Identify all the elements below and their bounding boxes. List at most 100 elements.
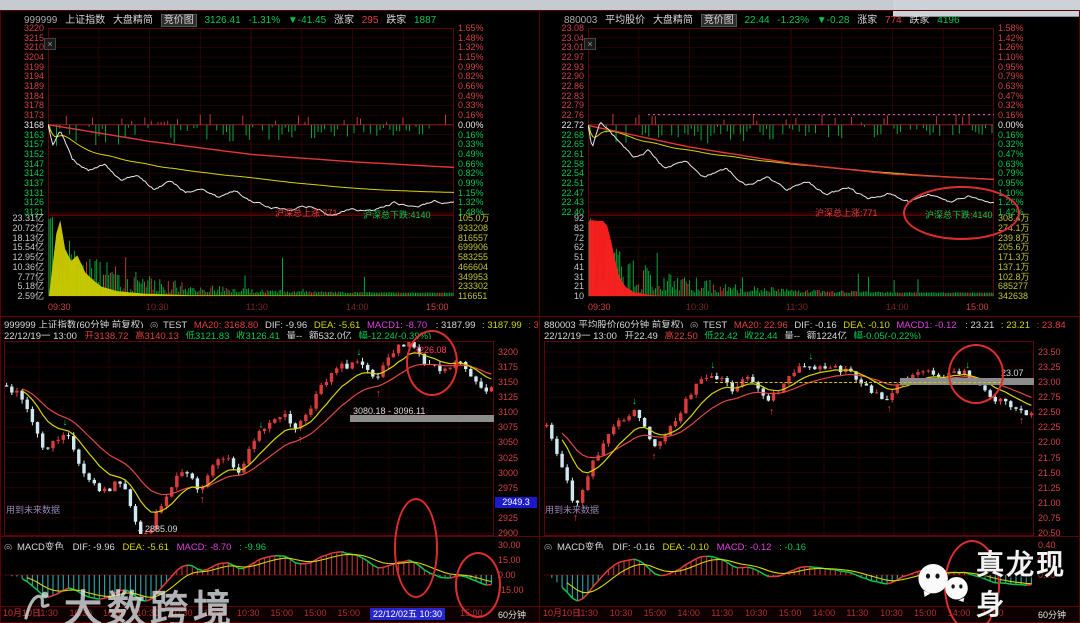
axis-tick: 23.25 — [1038, 362, 1061, 373]
low-value: 低3121.83 — [185, 331, 230, 339]
intraday-header: 880003 平均股价 大盘精简 竞价图 22.44 -1.23% ▼-0.28… — [564, 11, 965, 27]
future-data-warning: 用到未来数据 — [6, 505, 61, 515]
close-value: 收3126.41 — [236, 331, 280, 339]
axis-tick: 1.65% — [458, 23, 484, 33]
view-mode-button[interactable]: 竞价图 — [160, 14, 197, 27]
axis-tick: 72 — [573, 232, 584, 243]
range-value: 幅-0.05(-0.22%) — [853, 331, 922, 339]
selected-time-cell[interactable]: 22/12/02五 10:30 — [370, 608, 446, 620]
axis-tick: 22.97 — [561, 52, 584, 63]
axis-tick: 51 — [573, 252, 584, 262]
macd-last: : -0.16 — [779, 542, 807, 550]
axis-tick: 0.20 — [1038, 555, 1056, 565]
time-tick: 15:00 — [304, 608, 327, 618]
open-value: 开22.49 — [624, 331, 658, 339]
time-tick: 15:00 — [270, 608, 294, 618]
axis-tick: 3194 — [23, 71, 44, 82]
test-value-3: : 23.84 — [1036, 320, 1066, 328]
period-button[interactable]: 60分钟 — [498, 610, 527, 620]
macd1-value: MACD1: -0.12 — [896, 320, 957, 328]
time-tick: 14:00 — [812, 608, 836, 618]
red-circle-annotation — [948, 344, 1004, 404]
intraday-header: 999999 上证指数 大盘精简 竞价图 3126.41 -1.31% ▼-41… — [24, 11, 441, 27]
axis-tick: 3126 — [23, 197, 44, 208]
axis-tick: 23.04 — [561, 32, 584, 43]
last-price: 3126.41 — [204, 15, 241, 26]
range-bar-label: 3080.18 - 3096.11 — [353, 406, 426, 416]
axis-tick: 0.40 — [1038, 540, 1056, 550]
dea-value: DEA: -5.61 — [313, 320, 361, 328]
close-icon[interactable]: × — [584, 38, 596, 50]
axis-tick: 0.00 — [498, 570, 516, 580]
axis-tick: -15.00 — [498, 585, 524, 595]
axis-tick: 22.43 — [561, 197, 584, 208]
axis-tick: 3184 — [23, 90, 44, 101]
range-value: 幅-12.24(-0.39%) — [358, 331, 432, 339]
ma20-value: MA20: 3168.80 — [193, 320, 259, 328]
macd-chart[interactable] — [544, 538, 1034, 604]
time-tick: 15:00 — [337, 608, 361, 618]
axis-tick: 2900 — [498, 527, 519, 538]
axis-tick: 1.48% — [458, 32, 484, 43]
axis-tick: 0.95% — [998, 61, 1024, 72]
stock-code: 880003 — [564, 15, 598, 26]
time-tick: 11:30 — [846, 608, 869, 618]
panel-title: 999999 上证指数(60分钟 前复权) — [4, 320, 144, 328]
time-tick: 10:30 — [69, 608, 93, 618]
axis-tick: 699906 — [458, 242, 489, 253]
red-circle-annotation — [903, 186, 1020, 240]
axis-tick: 171.3万 — [998, 252, 1030, 262]
svg-text:↓: ↓ — [356, 347, 361, 358]
period-button[interactable]: 60分钟 — [1038, 610, 1067, 620]
high-value: 高3140.13 — [135, 331, 179, 339]
red-circle-annotation — [394, 498, 438, 598]
red-circle-annotation — [455, 552, 501, 618]
intraday-chart[interactable] — [587, 27, 995, 300]
time-tick: 11:30 — [36, 608, 58, 618]
axis-tick: 0.49% — [458, 90, 484, 101]
axis-tick: 22.61 — [561, 148, 584, 159]
macd-value: MACD: -8.70 — [176, 542, 232, 550]
stock-name: 平均股价 — [605, 15, 646, 26]
axis-tick: 22.75 — [1038, 392, 1061, 403]
axis-tick: 23.00 — [1038, 377, 1061, 388]
time-tick: 10:30 — [686, 302, 709, 312]
axis-tick: 0.79% — [998, 168, 1024, 179]
axis-tick: 3125 — [498, 392, 519, 403]
panel-divider-horizontal — [0, 316, 1080, 317]
axis-tick: 1.32% — [458, 42, 484, 53]
intraday-chart[interactable] — [47, 27, 455, 300]
time-tick: 14:00 — [677, 608, 700, 618]
axis-tick: 22.68 — [561, 129, 584, 140]
macd-header: ◎ MACD变色 DIF: -9.96 DEA: -5.61 MACD: -8.… — [4, 539, 538, 550]
axis-tick: 116651 — [458, 291, 488, 301]
time-tick: 14:00 — [346, 302, 369, 312]
time-tick: 10月10日 — [543, 608, 582, 618]
axis-tick: 3121 — [23, 206, 44, 217]
axis-tick: 1.26% — [998, 42, 1024, 53]
svg-text:↑: ↑ — [573, 513, 578, 524]
red-circle-annotation — [406, 330, 458, 396]
watermark-logo-icon — [24, 591, 50, 620]
bar-datetime: 22/12/19一 13:00 — [4, 331, 77, 339]
panel-title: 880003 平均股价(60分钟 前复权) — [544, 320, 684, 328]
kline-panel-shanghai-60min: 999999 上证指数(60分钟 前复权) ◎ TEST MA20: 3168.… — [0, 316, 539, 623]
time-tick: 10:30 — [745, 608, 768, 618]
macd-indicator-name: MACD变色 — [556, 542, 604, 550]
axis-tick: 22.79 — [561, 100, 584, 111]
axis-tick: 23.08 — [561, 23, 584, 33]
decliners-label: 跌家 — [909, 15, 930, 26]
decliners-count: 1887 — [413, 15, 437, 26]
time-tick: 15:00 — [643, 608, 667, 618]
time-tick: 14:00 — [886, 302, 909, 312]
axis-tick: 3175 — [498, 362, 519, 373]
close-icon[interactable]: × — [44, 38, 56, 50]
axis-tick: 342638 — [998, 291, 1029, 301]
advancers-label: 涨家 — [857, 15, 878, 26]
view-mode-button[interactable]: 竞价图 — [700, 14, 737, 27]
axis-tick: 18.13亿 — [12, 232, 44, 243]
macd-dea: DEA: -5.61 — [122, 542, 169, 550]
dea-value: DEA: -0.10 — [843, 320, 890, 328]
axis-tick: 31 — [573, 271, 584, 282]
time-tick: 11:30 — [786, 302, 808, 312]
